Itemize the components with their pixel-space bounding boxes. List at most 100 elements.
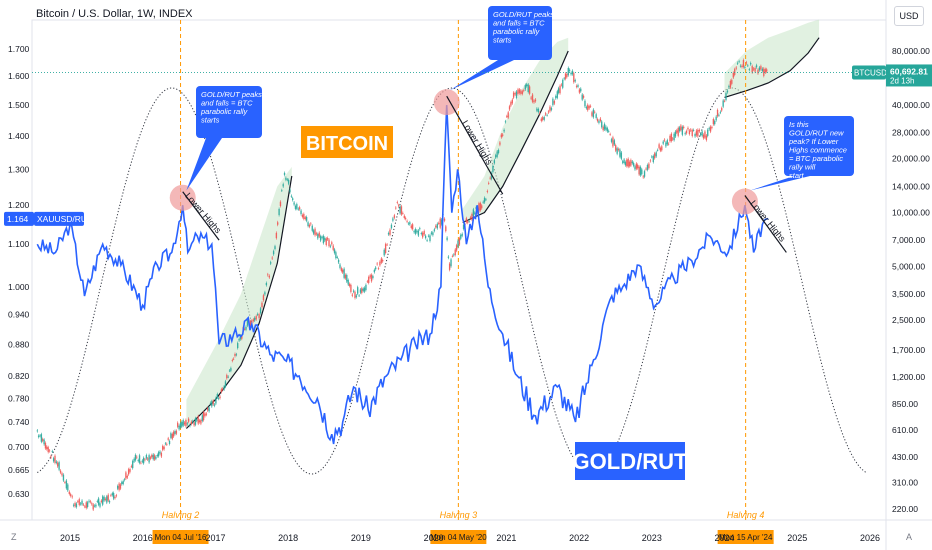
btc-candle [258,314,260,319]
btc-candle [493,160,496,164]
btc-candle [602,126,604,131]
callout-text: starts [493,36,512,45]
btc-candle [137,460,139,461]
right-tick-label: 28,000.00 [892,128,930,138]
btc-candle [290,195,293,197]
btc-candle [528,86,531,94]
btc-candle [751,66,753,73]
btc-candle [540,118,542,121]
btc-candle [641,169,643,175]
btc-candle [555,96,557,99]
btc-candle [294,205,297,209]
btc-candle [591,112,593,116]
btc-candle [304,217,306,220]
btc-candle [656,149,659,151]
btc-candle [43,439,45,445]
btc-candle [147,458,149,460]
btc-candle [373,269,376,273]
callout-pointer [750,176,810,191]
btc-candle [208,407,210,412]
btc-candle [627,158,629,167]
btc-candle [670,133,673,142]
btc-candle [455,245,458,251]
btc-candle [305,217,308,221]
btc-candle [628,161,631,167]
btc-candle [50,456,52,458]
btc-candle [151,455,153,458]
btc-candle [181,421,183,427]
btc-candle [526,84,528,87]
btc-candle [764,69,766,73]
btc-candle [343,268,345,278]
btc-candle [134,454,137,461]
right-axis: 80,000.0060,000.0040,000.0028,000.0020,0… [32,46,932,514]
btc-candle [318,232,320,237]
btc-candle [435,225,437,228]
btc-candle [144,459,146,461]
btc-candle [702,134,705,139]
btc-price-label: 60,692.81 [890,66,928,76]
btc-candle [97,498,100,505]
btc-candle [172,431,175,437]
btc-candle [296,204,298,209]
btc-price-badge [886,64,932,87]
btc-candle [766,69,768,72]
btc-candle [754,68,756,72]
btc-candle [36,430,38,432]
btc-candle [700,133,702,136]
x-tick-label: 2021 [496,533,516,543]
lower-highs-trendline [446,95,504,195]
right-tick-label: 7,000.00 [892,235,925,245]
timezone-icon[interactable]: Z [11,532,17,542]
btc-candle [553,101,556,104]
btc-candle [46,446,48,450]
left-tick-label: 1.200 [8,200,30,210]
x-tick-label: 2017 [205,533,225,543]
btc-candle [667,143,670,145]
btc-candle [430,232,433,234]
btc-candle [440,219,443,225]
btc-candle [645,168,647,170]
btc-candle [267,274,269,276]
currency-button[interactable]: USD [894,6,924,26]
btc-candle [560,84,563,86]
btc-candle [177,422,179,427]
btc-candle [51,451,53,452]
parabolic-channels [185,19,820,429]
btc-candle [393,215,396,218]
btc-candle [577,85,579,87]
btc-candle [606,128,609,132]
btc-candle [183,422,186,425]
btc-candle [271,257,273,259]
btc-candle [308,224,311,227]
btc-candle [395,207,397,209]
btc-candle [329,245,332,247]
right-tick-label: 220.00 [892,504,918,514]
btc-candle [166,443,168,445]
auto-scale-button[interactable]: A [905,532,912,542]
btc-candle [581,94,583,100]
x-axis: 2015 2016 2017 2018 2019 2020 2021 2022 2023 2024… [60,533,880,543]
btc-candle [411,224,414,230]
bitcoin-label-box [301,126,393,158]
btc-candle [82,504,85,506]
callout-text: parabolic rally [200,107,249,116]
btc-candle [369,275,371,278]
btc-candle [365,284,367,290]
btc-candle [171,433,173,439]
btc-candle [691,130,693,137]
btc-candle [707,129,709,136]
btc-candle [638,166,640,175]
btc-candle [170,433,172,438]
btc-candle [241,335,243,339]
btc-candle [141,460,143,462]
btc-candle [307,222,309,226]
btc-candle [608,130,610,132]
btc-candle [202,412,205,421]
btc-candle [492,165,494,172]
btc-candle [397,205,400,207]
btc-candle [414,229,417,234]
halving-label: Halving 4 [727,510,765,520]
btc-candle [594,111,596,113]
